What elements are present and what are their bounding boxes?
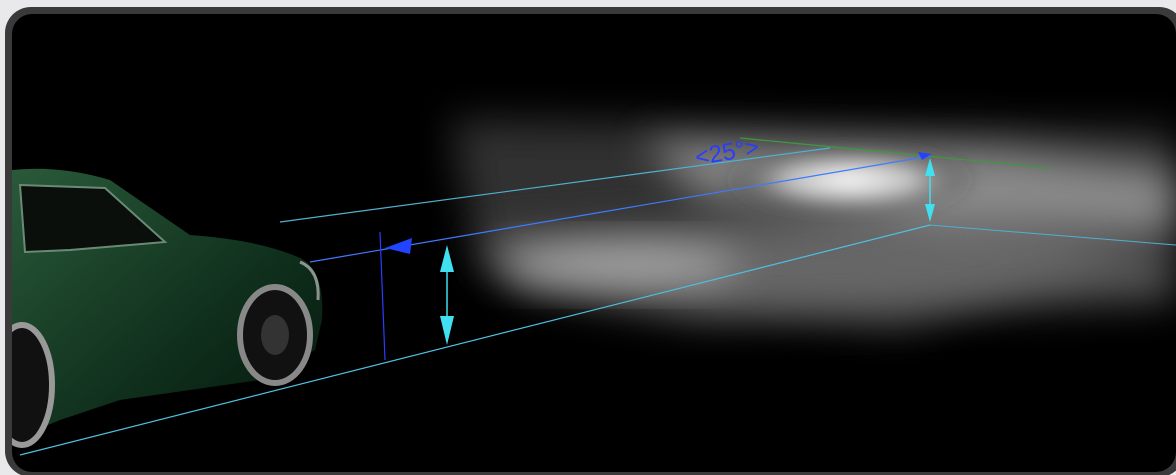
beam-pattern bbox=[450, 120, 1176, 330]
guide-lines bbox=[19, 137, 1176, 456]
car bbox=[12, 168, 323, 448]
arrows bbox=[385, 152, 935, 345]
